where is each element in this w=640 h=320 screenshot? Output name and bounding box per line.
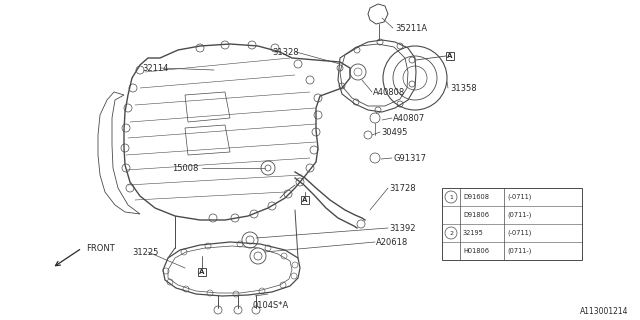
Text: D91806: D91806 [463, 212, 489, 218]
Text: D91608: D91608 [463, 194, 489, 200]
Text: 15008: 15008 [172, 164, 198, 172]
Text: 31225: 31225 [132, 247, 158, 257]
Text: 31358: 31358 [450, 84, 477, 92]
Text: A: A [199, 269, 205, 275]
Text: (0711-): (0711-) [507, 212, 531, 218]
Text: (-0711): (-0711) [507, 194, 531, 200]
Text: (0711-): (0711-) [507, 248, 531, 254]
Text: G91317: G91317 [393, 154, 426, 163]
Text: A113001214: A113001214 [579, 308, 628, 316]
Circle shape [250, 248, 266, 264]
Text: 0104S*A: 0104S*A [252, 300, 288, 309]
Text: 31328: 31328 [272, 47, 299, 57]
Text: 32195: 32195 [463, 230, 484, 236]
Circle shape [261, 161, 275, 175]
Text: (-0711): (-0711) [507, 230, 531, 236]
Bar [198, 268, 206, 276]
Text: 35211A: 35211A [395, 23, 427, 33]
Text: H01806: H01806 [463, 248, 489, 254]
Text: 1: 1 [449, 195, 453, 199]
Text: 30495: 30495 [381, 127, 408, 137]
Text: 31728: 31728 [389, 183, 415, 193]
Text: A: A [447, 53, 452, 59]
Text: A40808: A40808 [373, 87, 405, 97]
Text: 2: 2 [449, 230, 453, 236]
Bar [442, 188, 582, 260]
Text: 32114: 32114 [142, 63, 168, 73]
Text: A: A [302, 197, 308, 203]
Text: A20618: A20618 [376, 237, 408, 246]
Bar [446, 52, 454, 60]
Text: A40807: A40807 [393, 114, 425, 123]
Text: 31392: 31392 [389, 223, 415, 233]
Bar [301, 196, 309, 204]
Text: FRONT: FRONT [86, 244, 115, 252]
